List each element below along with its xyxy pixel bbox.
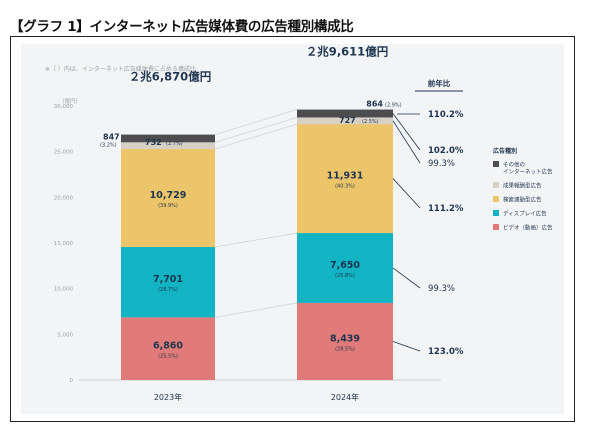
y-tick-label: 5,000 (57, 332, 73, 338)
legend-swatch-performance (493, 182, 499, 188)
value-label-other: 864 (366, 100, 383, 109)
total-label: ２兆9,611億円 (306, 45, 388, 59)
growth-label: 99.3% (428, 159, 455, 169)
growth-leader-line (392, 120, 421, 164)
growth-label: 102.0% (428, 146, 464, 156)
legend-label-other: その他の (503, 161, 525, 169)
y-tick-label: 15,000 (54, 241, 74, 247)
share-label-other: (3.2%) (100, 143, 117, 149)
segment-connector (214, 302, 298, 318)
bar-segment-display (121, 247, 215, 318)
legend-title: 広告種別 (493, 147, 517, 155)
bar-segment-display (297, 233, 393, 303)
growth-label: 123.0% (428, 347, 464, 357)
value-label-search: 10,729 (150, 190, 187, 201)
bar-segment-performance (121, 142, 215, 150)
segment-connector (214, 117, 298, 143)
segment-connector (214, 109, 298, 135)
legend-swatch-other (493, 161, 499, 167)
x-category-label: 2024年 (331, 392, 359, 402)
value-label-other: 847 (103, 133, 120, 142)
segment-connector (214, 123, 298, 150)
legend-label-display: ディスプレイ広告 (503, 210, 547, 218)
share-label-video: (28.5%) (335, 346, 355, 352)
legend-swatch-search (493, 196, 499, 202)
growth-leader-line (392, 267, 421, 289)
value-label-performance: 727 (339, 116, 356, 125)
legend-label-video: ビデオ（動画）広告 (503, 224, 553, 232)
chart-title: 【グラフ 1】インターネット広告媒体費の広告種別構成比 (10, 19, 354, 35)
legend-label-other: インターネット広告 (503, 168, 553, 176)
bar-segment-video (121, 317, 215, 380)
y-tick-label: 0 (70, 378, 74, 384)
segment-connector (214, 232, 298, 248)
share-label-video: (25.5%) (158, 354, 178, 360)
share-label-performance: (2.7%) (166, 141, 183, 147)
y-axis-unit: （億円） (59, 97, 81, 105)
growth-header: 前年比 (428, 78, 451, 88)
growth-leader-line (392, 341, 421, 352)
value-label-performance: 732 (145, 138, 162, 147)
y-tick-label: 10,000 (54, 287, 74, 293)
share-label-search: (40.3%) (335, 184, 355, 190)
growth-label: 111.2% (428, 204, 464, 214)
share-label-display: (28.7%) (158, 287, 178, 293)
bar-segment-search (121, 149, 215, 248)
chart-panel: ※（ ）内は、インターネット広告媒体費に占める構成比 （億円） 前年比 30,0… (21, 44, 564, 414)
x-category-label: 2023年 (154, 392, 182, 402)
bar-segment-other (121, 134, 215, 143)
share-label-display: (25.8%) (335, 273, 355, 279)
legend-swatch-display (493, 210, 499, 216)
value-label-video: 8,439 (330, 333, 360, 344)
share-label-performance: (2.5%) (362, 119, 379, 125)
growth-label: 99.3% (428, 284, 455, 294)
value-label-display: 7,701 (153, 274, 183, 285)
share-label-other: (2.9%) (385, 103, 402, 109)
legend-label-performance: 成果報酬型広告 (503, 182, 542, 190)
total-label: ２兆6,870億円 (129, 70, 211, 84)
value-label-video: 6,860 (153, 341, 183, 352)
growth-leader-line (392, 113, 421, 151)
y-tick-label: 25,000 (54, 150, 74, 156)
value-label-display: 7,650 (330, 260, 360, 271)
y-tick-label: 20,000 (54, 195, 74, 201)
bar-segment-performance (297, 117, 393, 125)
share-label-search: (39.9%) (158, 203, 178, 209)
stacked-bar-chart: ※（ ）内は、インターネット広告媒体費に占める構成比 （億円） 前年比 30,0… (45, 45, 553, 402)
chart-note: ※（ ）内は、インターネット広告媒体費に占める構成比 (45, 65, 196, 73)
legend-swatch-video (493, 224, 499, 230)
growth-leader-line (392, 178, 421, 209)
bar-segment-search (297, 124, 393, 234)
legend-label-search: 検索連動型広告 (503, 196, 542, 204)
bar-segment-video (297, 302, 393, 380)
y-tick-label: 30,000 (54, 104, 74, 110)
growth-label: 110.2% (428, 110, 464, 120)
bar-segment-other (297, 109, 393, 118)
value-label-search: 11,931 (327, 171, 364, 182)
chart-frame: ※（ ）内は、インターネット広告媒体費に占める構成比 （億円） 前年比 30,0… (10, 36, 575, 422)
